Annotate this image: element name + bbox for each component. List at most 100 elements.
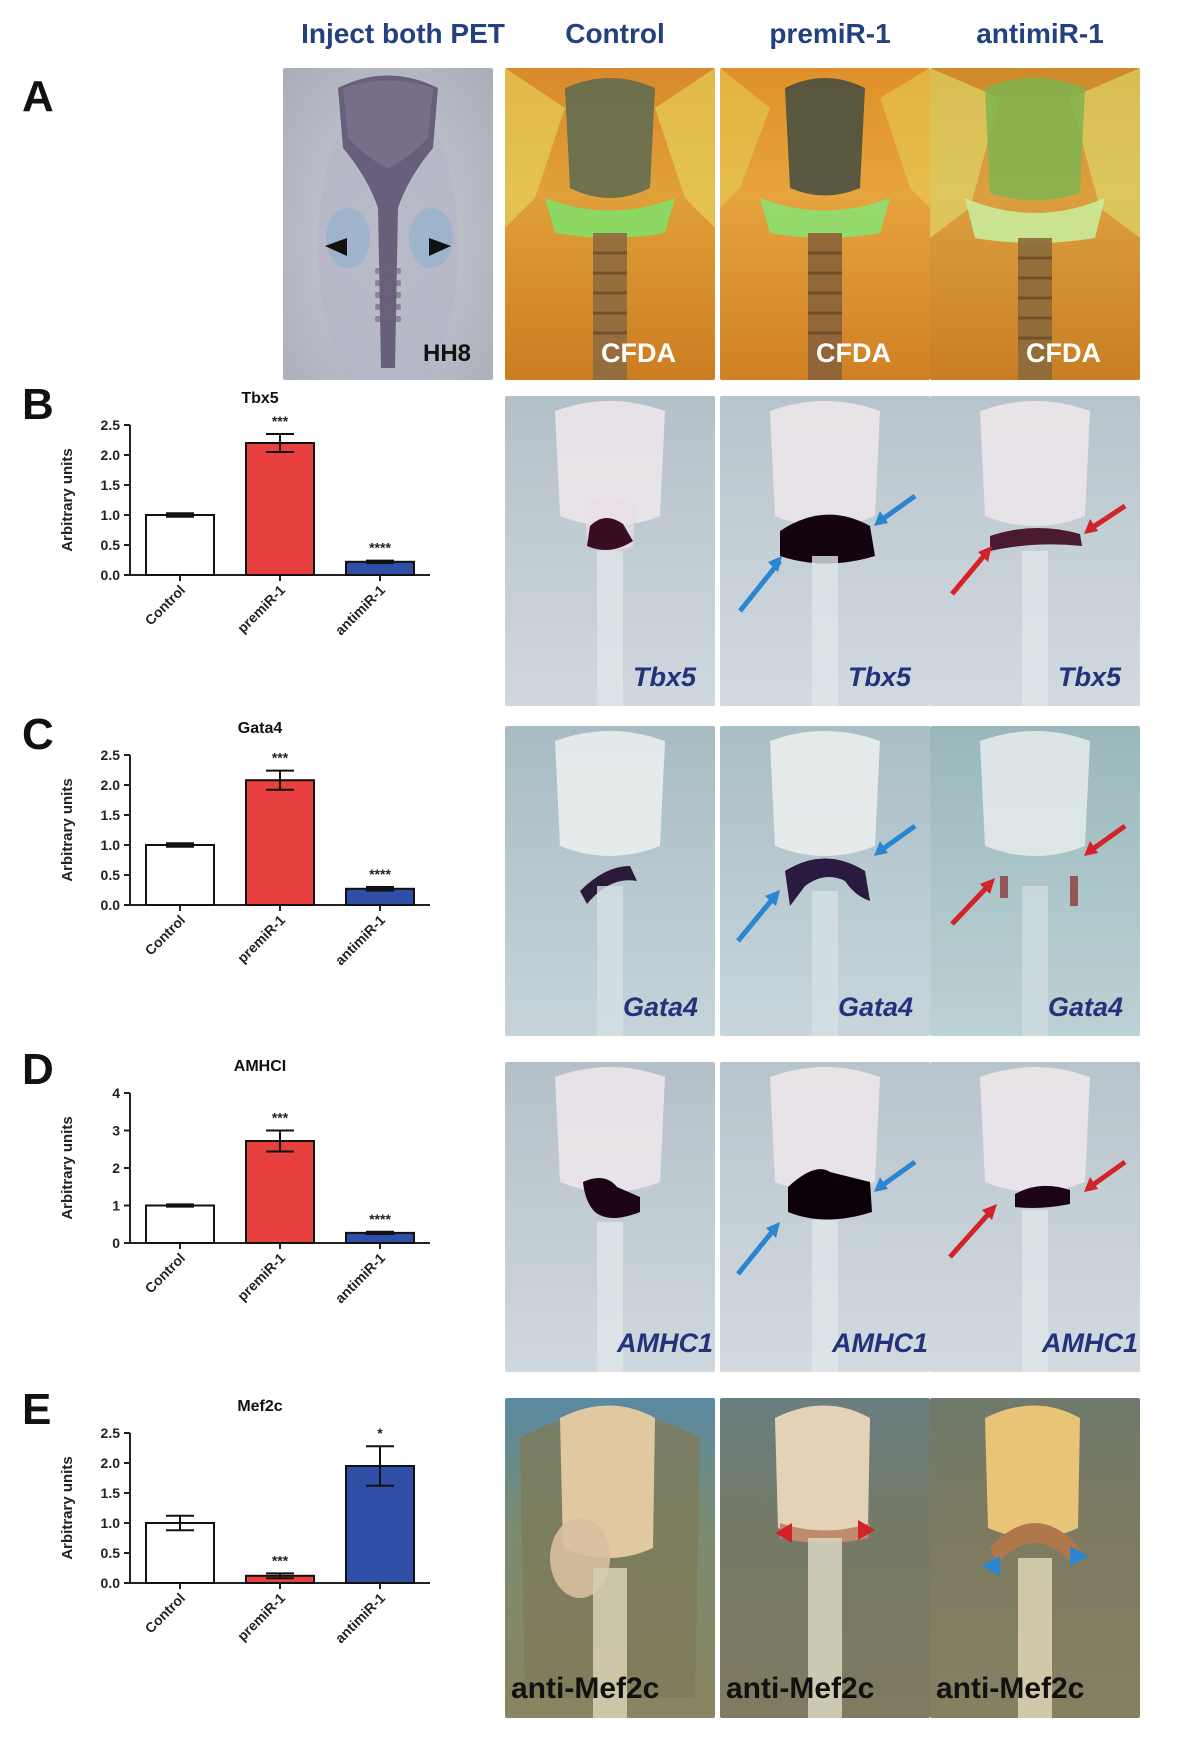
y-tick-label: 2.5 [101,1425,121,1441]
x-tick-label: premiR-1 [234,582,288,636]
panel-letter-e: E [22,1385,52,1434]
x-tick-label: Control [142,912,189,959]
label-amhc1-control: AMHC1 [617,1328,714,1358]
column-header-inject: Inject both PET [301,18,505,49]
arrowhead-left-icon [325,238,347,256]
column-header-antimir: antimiR-1 [976,18,1104,49]
significance-label: * [377,1425,383,1441]
embryo-amhc1-control: AMHC1 [505,1062,715,1372]
chart-title: AMHCI [234,1058,286,1075]
label-tbx5-control: Tbx5 [633,662,697,692]
column-header-premir: premiR-1 [769,18,891,49]
y-tick-label: 1 [112,1198,120,1214]
y-tick-label: 0.0 [101,897,121,913]
chart-tbx5: Tbx5 0.0 0.5 1.0 1.5 2.0 2.5 Arbitrary units Con… [40,390,480,715]
x-tick-label: Control [142,582,189,629]
embryo-cfda-control: CFDA [505,68,715,380]
y-axis-label: Arbitrary units [59,1116,76,1219]
chart-gata4-svg: Gata4 0.0 0.5 1.0 1.5 2.0 2.5 Arbitrary units Co… [59,720,430,969]
embryo-hh8-injection: HH8 [283,68,493,380]
y-tick-label: 1.0 [101,1515,121,1531]
embryo-tbx5-antimir: Tbx5 [930,396,1140,706]
bar-control [145,844,215,906]
y-tick-label: 2.0 [101,1455,121,1471]
x-tick-label: antimiR-1 [332,1250,389,1307]
embryo-gata4-premir: Gata4 [720,726,930,1036]
bar-premir-1 [245,442,315,576]
x-tick-label: premiR-1 [234,912,288,966]
label-amhc1-premir: AMHC1 [832,1328,929,1358]
x-tick-label: antimiR-1 [332,1590,389,1647]
label-gata4-control: Gata4 [623,992,699,1022]
bar-control [145,514,215,576]
x-tick-label: premiR-1 [234,1250,288,1304]
arrowhead-right-icon [429,238,451,256]
bar-control [145,1522,215,1584]
y-tick-label: 0.0 [101,1575,121,1591]
arrow-red-left-icon [950,549,990,596]
y-tick-label: 4 [112,1085,120,1101]
x-tick-label: Control [142,1590,189,1637]
chart-mef2c: Mef2c 0.0 0.5 1.0 1.5 2.0 2.5 Arbitrary units Co… [40,1398,480,1743]
chart-tbx5-svg: Tbx5 0.0 0.5 1.0 1.5 2.0 2.5 Arbitrary units Con… [59,390,430,639]
y-tick-label: 1.5 [101,477,121,493]
y-tick-label: 2.5 [101,417,121,433]
embryo-mef2c-premir: anti-Mef2c [720,1398,930,1718]
chart-title: Tbx5 [241,390,278,407]
embryo-tbx5-premir: Tbx5 [720,396,930,706]
significance-label: *** [272,750,289,766]
embryo-amhc1-antimir: AMHC1 [930,1062,1140,1372]
significance-label: **** [369,540,391,556]
embryo-mef2c-control: anti-Mef2c [505,1398,715,1718]
arrow-red-right-icon [1088,503,1127,532]
y-tick-label: 3 [112,1123,120,1139]
y-tick-label: 0.5 [101,537,121,553]
chart-amhci-svg: AMHCI 0 1 2 3 4 Arbitrary units Control *** premi… [59,1058,430,1307]
panel-letter-b: B [22,380,54,429]
label-gata4-antimir: Gata4 [1048,992,1124,1022]
chart-amhci: AMHCI 0 1 2 3 4 Arbitrary units Control *** premi… [40,1058,480,1383]
significance-label: **** [369,866,391,882]
x-tick-label: antimiR-1 [332,912,389,969]
panel-letter-c: C [22,710,54,759]
arrowhead-red-right-icon [858,1520,875,1540]
y-tick-label: 1.0 [101,837,121,853]
label-cfda-premir: CFDA [816,338,891,368]
x-tick-label: premiR-1 [234,1590,288,1644]
x-tick-label: Control [142,1250,189,1297]
label-mef2c-antimir: anti-Mef2c [936,1672,1085,1705]
label-hh8: HH8 [423,340,472,367]
panel-letter-a: A [22,72,54,121]
label-amhc1-antimir: AMHC1 [1042,1328,1139,1358]
label-mef2c-control: anti-Mef2c [511,1672,660,1705]
y-tick-label: 1.5 [101,807,121,823]
label-gata4-premir: Gata4 [838,992,914,1022]
arrowhead-blue-right-icon [1070,1546,1088,1566]
significance-label: *** [272,413,289,429]
column-header-control: Control [565,18,665,49]
embryo-gata4-control: Gata4 [505,726,715,1036]
significance-label: *** [272,1552,289,1568]
arrowhead-blue-left-icon [982,1556,1000,1576]
arrow-blue-left-icon [738,559,782,613]
y-axis-label: Arbitrary units [59,1456,76,1559]
y-tick-label: 1.0 [101,507,121,523]
chart-mef2c-svg: Mef2c 0.0 0.5 1.0 1.5 2.0 2.5 Arbitrary units Co… [59,1398,430,1647]
bar-premir-1 [245,779,315,907]
y-tick-label: 0 [112,1235,120,1251]
y-tick-label: 0.0 [101,567,121,583]
y-axis-label: Arbitrary units [59,448,76,551]
significance-label: *** [272,1110,289,1126]
y-tick-label: 0.5 [101,1545,121,1561]
embryo-cfda-antimir: CFDA [930,68,1140,380]
label-tbx5-premir: Tbx5 [848,662,912,692]
y-tick-label: 2.5 [101,747,121,763]
arrow-blue-right-icon [878,493,917,524]
y-tick-label: 2.0 [101,447,121,463]
y-tick-label: 2 [112,1160,120,1176]
embryo-cfda-premir: CFDA [720,68,930,380]
chart-title: Mef2c [237,1398,282,1415]
label-cfda-antimir: CFDA [1026,338,1101,368]
label-mef2c-premir: anti-Mef2c [726,1672,875,1705]
x-tick-label: antimiR-1 [332,582,389,639]
